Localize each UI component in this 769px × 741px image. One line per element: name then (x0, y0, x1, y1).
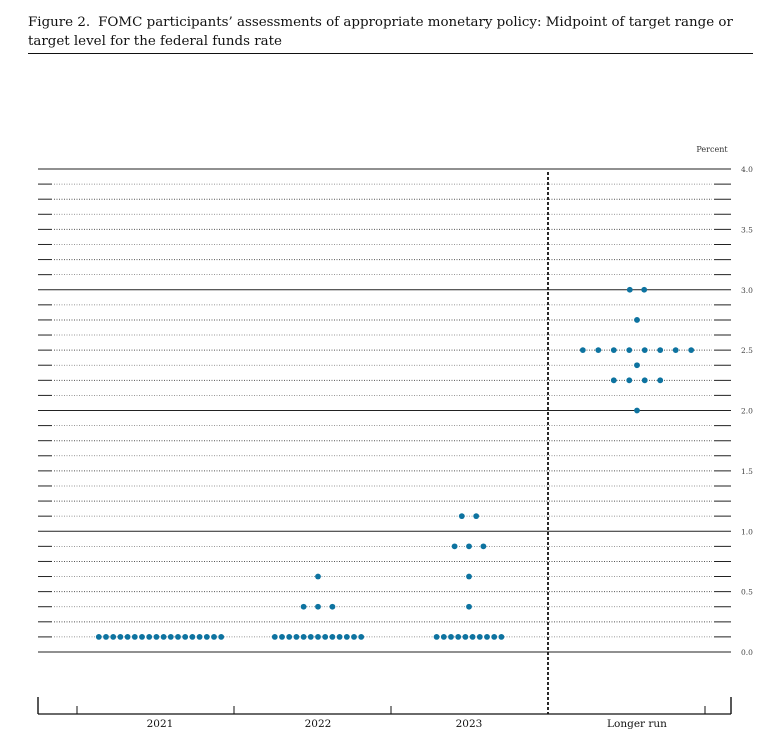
participant-dot (473, 513, 480, 520)
participant-dot (322, 634, 329, 640)
participant-dot (315, 573, 321, 580)
x-category-label: 2023 (456, 718, 483, 730)
participant-dot (491, 634, 498, 640)
participant-dot (307, 634, 314, 640)
participant-dot (480, 543, 487, 550)
participant-dot (211, 634, 217, 640)
x-category-label: 2021 (147, 718, 174, 730)
participant-dot (641, 377, 648, 384)
participant-dot (300, 603, 307, 610)
participant-dot (131, 634, 138, 640)
participant-dot (329, 603, 336, 610)
participant-dot (634, 407, 640, 414)
participant-dot (160, 634, 167, 640)
participant-dot (610, 377, 617, 384)
participant-dot (466, 603, 472, 610)
participant-dot (626, 286, 633, 293)
participant-dot (469, 634, 476, 640)
participant-dot (271, 634, 278, 640)
participant-dot (634, 317, 640, 323)
x-category-label: Longer run (607, 718, 667, 730)
participant-dot (440, 634, 447, 640)
participant-dot (279, 634, 285, 640)
participant-dot (595, 347, 602, 354)
participant-dot (641, 286, 648, 293)
participant-dot (315, 603, 321, 610)
axis-layer: 0.0 0.5 1.0 1.5 2.0 2.5 3.0 3.5 4.0 2021 2022 2023 L… (37, 165, 753, 730)
participant-dot (203, 634, 210, 640)
participant-dot (610, 347, 617, 354)
participant-dot (293, 634, 300, 640)
participant-dot (329, 634, 336, 640)
participant-dot (139, 634, 145, 640)
grid-layer (38, 168, 731, 653)
participant-dot (343, 634, 350, 640)
y-tick-label: 3.5 (741, 225, 753, 234)
participant-dot (196, 634, 203, 640)
y-tick-label: 2.0 (741, 407, 753, 416)
participant-dot (451, 543, 458, 550)
participant-dot (626, 377, 633, 384)
participant-dot (641, 347, 648, 354)
participant-dot (103, 634, 109, 640)
participant-dot (498, 634, 505, 640)
participant-dot (153, 634, 160, 640)
participant-dot (117, 634, 124, 640)
figure-title-block: Figure 2. FOMC participants’ assessments … (28, 13, 753, 54)
participant-dot (146, 634, 153, 640)
participant-dot (300, 634, 307, 640)
y-tick-label: 0.0 (741, 648, 753, 657)
participant-dot (466, 543, 472, 550)
y-tick-label: 1.0 (741, 527, 753, 536)
participant-dot (433, 634, 440, 640)
participant-dot (484, 634, 490, 640)
participant-dot (455, 634, 462, 640)
y-tick-label: 3.0 (741, 286, 753, 295)
participant-dot (286, 634, 293, 640)
y-tick-label: 1.5 (741, 467, 753, 476)
participant-dot (95, 634, 102, 640)
participant-dot (657, 377, 664, 384)
participant-dot (218, 634, 225, 640)
y-axis-unit-label: Percent (696, 145, 728, 154)
participant-dot (626, 347, 633, 354)
y-tick-label: 4.0 (741, 165, 753, 174)
x-category-label: 2022 (305, 718, 332, 730)
participant-dot (351, 634, 357, 640)
participant-dot (476, 634, 483, 640)
participant-dot (167, 634, 174, 640)
participant-dot (110, 634, 117, 640)
participant-dot (688, 347, 695, 354)
figure-title: FOMC participants’ assessments of approp… (28, 15, 733, 49)
participant-dot (458, 513, 465, 520)
participant-dot (336, 634, 343, 640)
participant-dot (634, 362, 640, 369)
participant-dot (466, 573, 472, 580)
participant-dot (124, 634, 131, 640)
y-tick-label: 2.5 (741, 346, 753, 355)
figure-number: Figure 2. (28, 15, 91, 30)
participant-dot (462, 634, 469, 640)
y-tick-label: 0.5 (741, 588, 753, 597)
participant-dot (672, 347, 679, 354)
participant-dot (189, 634, 196, 640)
dot-layer (95, 286, 695, 640)
participant-dot (579, 347, 586, 354)
participant-dot (315, 634, 321, 640)
participant-dot (448, 634, 454, 640)
participant-dot (182, 634, 189, 640)
participant-dot (175, 634, 181, 640)
participant-dot (358, 634, 365, 640)
participant-dot (657, 347, 664, 354)
